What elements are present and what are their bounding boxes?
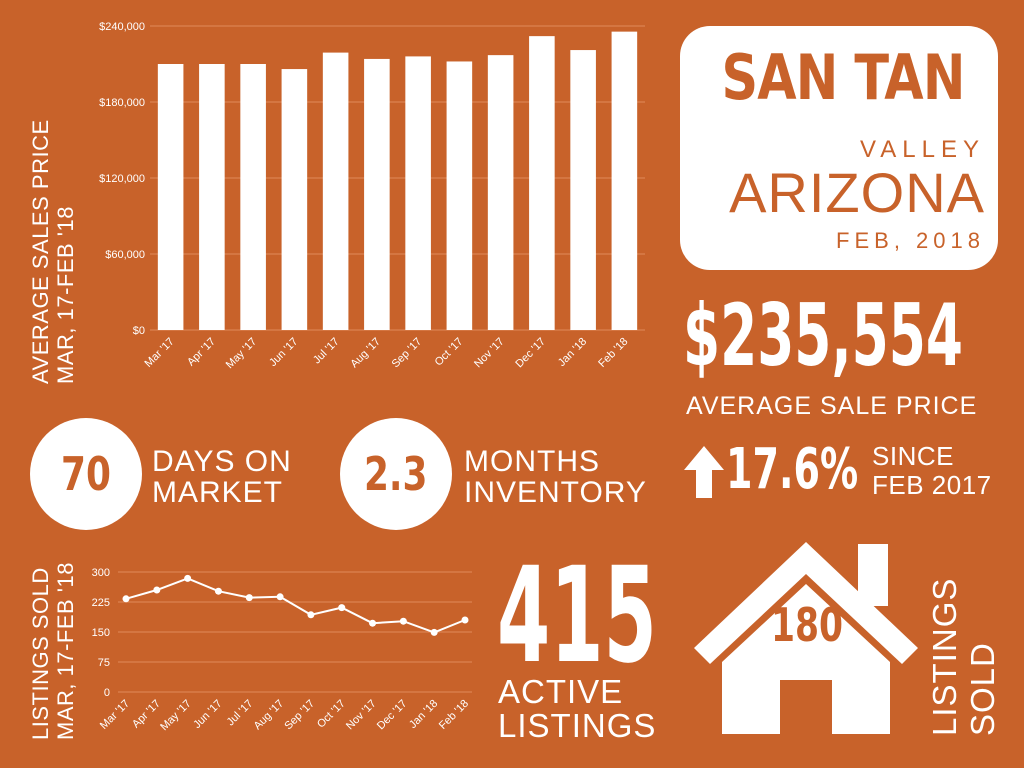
bar xyxy=(405,56,431,331)
report-date: FEB, 2018 xyxy=(836,228,985,253)
average-price-bar-chart: $0 $60,000 $120,000 $180,000 $240,000 Mar '17… xyxy=(99,21,645,371)
bar-ytick-label: $0 xyxy=(133,325,145,337)
line-xtick-label: Feb '18 xyxy=(437,698,471,732)
data-point xyxy=(430,628,438,636)
bar xyxy=(570,50,596,331)
data-point xyxy=(307,611,315,619)
line-ytick-label: 75 xyxy=(98,657,110,669)
days-on-market-label: DAYS ON MARKET xyxy=(152,446,292,508)
series-line xyxy=(125,577,466,634)
bar-xtick-label: Sep '17 xyxy=(390,336,425,371)
bar-xtick-label: Aug '17 xyxy=(348,336,383,371)
location-title: SAN TAN xyxy=(721,41,965,114)
location-state: ARIZONA xyxy=(729,161,985,224)
bar xyxy=(364,58,390,330)
bar-xtick-label: Jan '18 xyxy=(556,336,589,369)
bar-xtick-label: Mar '17 xyxy=(143,336,177,370)
bar xyxy=(529,36,555,331)
bar-ytick-label: $240,000 xyxy=(99,21,145,33)
bar-ytick-label: $60,000 xyxy=(105,249,145,261)
days-on-market-label-line1: DAYS ON xyxy=(152,445,292,478)
line-xtick-label: Jun '17 xyxy=(191,698,224,731)
average-price-value: $235,554 xyxy=(683,286,963,386)
line-xtick-label: May '17 xyxy=(158,698,193,733)
bar xyxy=(157,64,184,330)
bar-xtick-label: Jul '17 xyxy=(311,336,342,367)
bar-xtick-label: Jun '17 xyxy=(267,336,300,369)
up-arrow-icon xyxy=(684,446,724,498)
months-inventory-label-line2: INVENTORY xyxy=(464,476,647,509)
price-change-value: 17.6% xyxy=(726,437,859,502)
months-inventory-label: MONTHS INVENTORY xyxy=(464,446,647,508)
data-point xyxy=(338,604,346,612)
data-point xyxy=(153,586,161,594)
bar-xtick-label: Feb '18 xyxy=(596,336,630,370)
price-change-label-line2: FEB 2017 xyxy=(872,470,992,500)
active-listings-value: 415 xyxy=(497,539,657,693)
bar xyxy=(281,69,308,331)
bar-xtick-label: Oct '17 xyxy=(433,336,466,369)
house-icon xyxy=(694,542,918,734)
bar-xtick-label: May '17 xyxy=(224,336,259,371)
listings-sold-label-line2: SOLD xyxy=(964,642,1001,736)
data-point xyxy=(461,616,469,624)
average-price-label: AVERAGE SALE PRICE xyxy=(686,392,978,420)
line-xtick-label: Oct '17 xyxy=(315,698,348,731)
bar xyxy=(240,64,266,330)
line-ytick-label: 150 xyxy=(92,627,110,639)
bar xyxy=(487,55,514,331)
active-listings-label: ACTIVE LISTINGS xyxy=(498,675,656,743)
bar-xtick-label: Apr '17 xyxy=(185,336,218,369)
bar xyxy=(446,61,473,330)
location-card xyxy=(680,26,998,270)
bar xyxy=(611,31,638,331)
price-change-label-line1: SINCE xyxy=(872,441,954,471)
line-xtick-label: Jan '18 xyxy=(407,698,440,731)
bar-ytick-label: $180,000 xyxy=(99,97,145,109)
days-on-market-value: 70 xyxy=(61,447,111,501)
listings-sold-value: 180 xyxy=(770,598,844,652)
line-xtick-label: Dec '17 xyxy=(375,698,410,733)
bar-xtick-label: Dec '17 xyxy=(513,336,548,371)
data-point xyxy=(276,593,284,601)
bar-xtick-label: Nov '17 xyxy=(472,336,507,371)
line-ytick-label: 0 xyxy=(104,687,110,699)
months-inventory-value: 2.3 xyxy=(364,447,428,501)
months-inventory-label-line1: MONTHS xyxy=(464,445,600,478)
data-point xyxy=(369,619,377,627)
bar xyxy=(199,64,225,330)
data-point xyxy=(399,617,407,625)
listings-sold-label-line1: LISTINGS xyxy=(926,577,963,736)
active-listings-label-line2: LISTINGS xyxy=(498,707,657,744)
months-inventory-badge: 2.3 xyxy=(340,418,452,530)
data-point xyxy=(245,594,253,602)
line-xtick-label: Sep '17 xyxy=(282,698,317,733)
price-change-label: SINCE FEB 2017 xyxy=(872,442,992,500)
data-point xyxy=(214,587,222,595)
listings-sold-label: LISTINGS SOLD xyxy=(926,578,1002,736)
days-on-market-badge: 70 xyxy=(30,418,142,530)
bar-ytick-label: $120,000 xyxy=(99,173,145,185)
line-ytick-label: 300 xyxy=(92,567,110,579)
data-point xyxy=(122,595,130,603)
line-xtick-label: Aug '17 xyxy=(252,698,287,733)
location-subtitle: VALLEY xyxy=(860,136,985,163)
line-xtick-label: Mar '17 xyxy=(98,698,132,732)
line-xtick-label: Nov '17 xyxy=(344,698,379,733)
days-on-market-label-line2: MARKET xyxy=(152,476,284,509)
data-point xyxy=(184,574,192,582)
line-ytick-label: 225 xyxy=(92,597,110,609)
active-listings-label-line1: ACTIVE xyxy=(498,673,624,710)
bar xyxy=(322,52,349,330)
